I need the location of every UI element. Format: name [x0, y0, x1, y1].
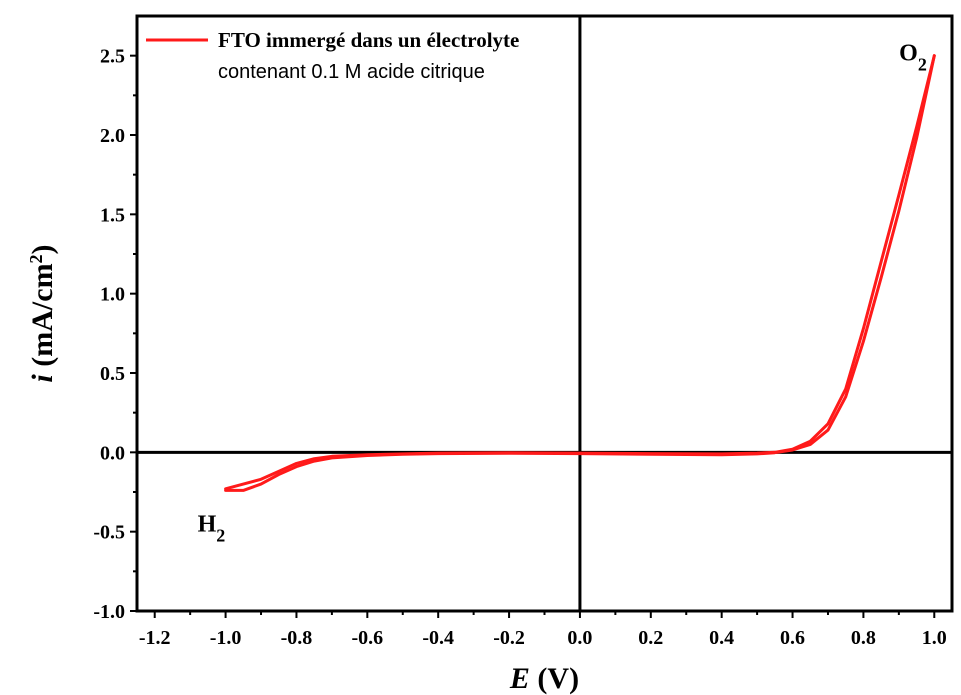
annotation-sub: 2	[216, 526, 225, 546]
y-axis-symbol: i	[26, 374, 59, 383]
y-tick-label: 0.5	[100, 363, 125, 385]
series-group	[224, 54, 936, 492]
x-tick-label: 1.0	[922, 627, 947, 649]
x-tick-label: -0.6	[351, 627, 383, 649]
x-tick-label: -1.0	[210, 627, 242, 649]
legend-entry: FTO immergé dans un électrolyte	[218, 28, 519, 52]
annotation-label: H2	[198, 512, 226, 546]
series-line	[224, 54, 936, 492]
x-tick-label: 0.2	[638, 627, 663, 649]
y-axis-unit: (mA/cm	[26, 263, 59, 374]
y-tick-label: -1.0	[93, 601, 125, 623]
zero-lines	[137, 16, 952, 611]
legend: FTO immergé dans un électrolyte contenan…	[146, 28, 519, 83]
x-axis-unit: (V)	[530, 662, 579, 695]
x-tick-label: 0.6	[780, 627, 805, 649]
y-tick-label: 2.0	[100, 125, 125, 147]
legend-entry-line2: contenant 0.1 M acide citrique	[218, 61, 485, 83]
x-tick-label: 0.8	[851, 627, 876, 649]
x-tick-label: 0.4	[709, 627, 734, 649]
y-tick-label: 1.5	[100, 204, 125, 226]
x-axis-symbol: E	[509, 662, 530, 695]
annotation-main: H	[198, 512, 217, 538]
x-tick-label: 0.0	[567, 627, 592, 649]
x-tick-label: -0.2	[493, 627, 525, 649]
x-axis-title: E (V)	[509, 662, 579, 695]
annotation-main: O	[899, 40, 918, 66]
y-tick-label: 2.5	[100, 46, 125, 68]
y-tick-label: 1.0	[100, 284, 125, 306]
y-axis-unit-close: )	[26, 244, 59, 254]
annotation-label: O2	[899, 40, 927, 74]
y-axis-title: i (mA/cm2)	[26, 244, 59, 382]
annotation-sub: 2	[918, 54, 927, 74]
y-tick-label: 0.0	[100, 442, 125, 464]
ticks-group: -1.2 -1.0 -0.8 -0.6 -0.4 -0.2 0.0 0.2 0.4 0.6 0.8 1…	[93, 46, 946, 649]
plot-border	[135, 14, 954, 613]
x-tick-label: -1.2	[139, 627, 171, 649]
x-tick-label: -0.4	[422, 627, 454, 649]
plot-frame	[135, 14, 954, 613]
x-tick-label: -0.8	[281, 627, 313, 649]
y-tick-label: -0.5	[93, 522, 125, 544]
y-axis-unit-sup: 2	[26, 254, 46, 263]
